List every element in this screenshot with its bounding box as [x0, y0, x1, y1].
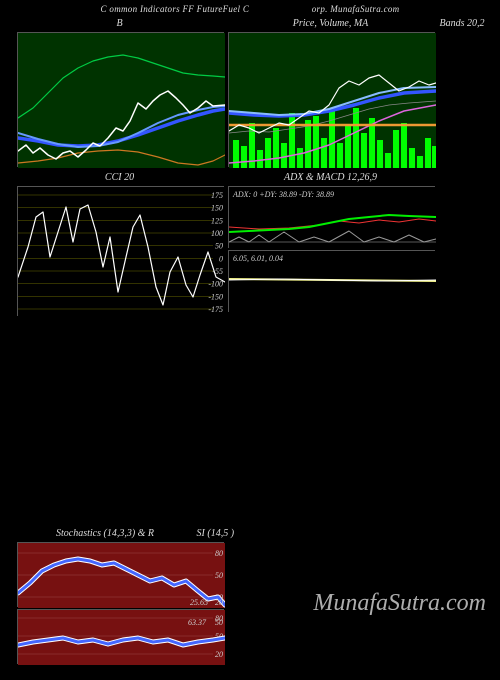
- bb-panel: [17, 32, 224, 167]
- price-chart: [229, 33, 436, 168]
- svg-text:ADX: 0 +DY: 38.89 -DY: 38.8: ADX: 0 +DY: 38.89 -DY: 38.89: [232, 190, 334, 199]
- price-panel: [228, 32, 435, 167]
- svg-text:6.05, 6.01, 0.04: 6.05, 6.01, 0.04: [233, 254, 283, 263]
- svg-text:100: 100: [211, 229, 223, 238]
- macd-panel: 6.05, 6.01, 0.04: [228, 250, 435, 312]
- adx-chart: ADX: 0 +DY: 38.89 -DY: 38.89: [229, 187, 436, 249]
- svg-text:63.37: 63.37: [188, 618, 207, 627]
- svg-text:50: 50: [215, 618, 223, 627]
- svg-text:20: 20: [215, 650, 223, 659]
- svg-text:50: 50: [215, 242, 223, 251]
- stoch-top-chart: 80502025.6520: [18, 543, 225, 608]
- svg-text:-175: -175: [208, 305, 223, 314]
- bb-chart: [18, 33, 225, 168]
- adx-title: ADX & MACD 12,26,9: [227, 170, 434, 185]
- adx-panel: ADX: 0 +DY: 38.89 -DY: 38.89: [228, 186, 435, 248]
- svg-text:25.65: 25.65: [190, 598, 208, 607]
- header-center: ommon Indicators FF FutureFuel C: [109, 4, 249, 14]
- cci-chart: 175150125100500-55-100-150-175: [18, 187, 225, 317]
- svg-text:125: 125: [211, 216, 223, 225]
- stoch-bottom-panel: 80502063.3750: [17, 609, 224, 664]
- price-title: Price, Volume, MA: [227, 16, 434, 31]
- stoch-top-panel: 80502025.6520: [17, 542, 224, 607]
- macd-chart: 6.05, 6.01, 0.04: [229, 251, 436, 313]
- bands-label: Bands 20,2: [434, 16, 490, 31]
- svg-text:-100: -100: [208, 280, 223, 289]
- stoch-title: Stochastics (14,3,3) & R SI (14,5 ): [16, 526, 436, 541]
- svg-text:0: 0: [219, 254, 223, 263]
- svg-text:175: 175: [211, 191, 223, 200]
- svg-text:150: 150: [211, 204, 223, 213]
- cci-panel: 175150125100500-55-100-150-175: [17, 186, 224, 316]
- bb-title: B: [16, 16, 223, 31]
- cci-title: CCI 20: [16, 170, 223, 185]
- svg-text:20: 20: [215, 598, 223, 607]
- header-left: C: [101, 4, 107, 14]
- svg-text:80: 80: [215, 549, 223, 558]
- svg-text:-150: -150: [208, 292, 223, 301]
- header-right: orp. MunafaSutra.com: [312, 4, 400, 14]
- stoch-bottom-chart: 80502063.3750: [18, 610, 225, 665]
- page-header: C ommon Indicators FF FutureFuel C orp. …: [0, 0, 500, 16]
- svg-text:50: 50: [215, 571, 223, 580]
